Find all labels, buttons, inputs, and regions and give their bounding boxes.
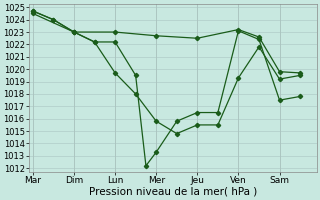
X-axis label: Pression niveau de la mer( hPa ): Pression niveau de la mer( hPa ) <box>89 187 257 197</box>
